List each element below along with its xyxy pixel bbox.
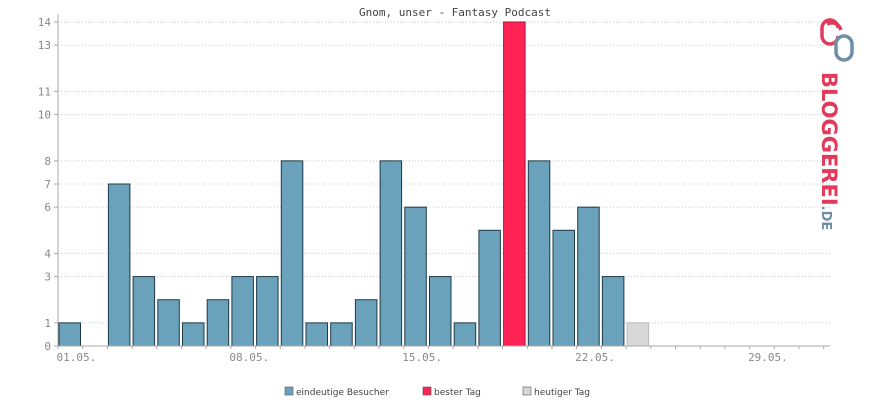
- bar: [552, 229, 575, 347]
- legend-swatch: [522, 386, 532, 396]
- legend-swatch: [284, 386, 294, 396]
- bar: [379, 160, 403, 347]
- x-tick-label: 22.05.: [575, 351, 615, 364]
- bar: [577, 206, 600, 347]
- bar: [478, 229, 501, 347]
- bloggerei-logo-suffix: .DE: [818, 206, 833, 231]
- chart-title: Gnom, unser - Fantasy Podcast: [359, 6, 551, 19]
- y-tick-label: 10: [38, 109, 51, 122]
- bar: [157, 299, 180, 347]
- bar: [280, 160, 304, 347]
- bar: [305, 322, 328, 347]
- bar-today: [626, 322, 650, 347]
- bar: [404, 206, 427, 347]
- y-tick-label: 3: [44, 271, 51, 284]
- bar: [107, 183, 131, 347]
- y-tick-label: 8: [44, 155, 51, 168]
- legend-label: heutiger Tag: [534, 388, 590, 398]
- y-tick-label: 11: [38, 85, 51, 98]
- legend-item: bester Tag: [422, 386, 481, 398]
- bar: [527, 160, 551, 347]
- y-tick-label: 6: [44, 201, 51, 214]
- bar: [256, 276, 279, 347]
- legend-item: eindeutige Besucher: [284, 386, 389, 398]
- y-tick-label: 14: [38, 16, 52, 29]
- bars: [58, 21, 650, 347]
- bar: [231, 276, 254, 347]
- x-tick-label: 15.05.: [402, 351, 442, 364]
- bar: [601, 276, 625, 347]
- y-tick-label: 0: [44, 340, 51, 353]
- bloggerei-logo-text: BLOGGEREI.DE: [817, 72, 841, 230]
- legend: eindeutige Besucher bester Tag heutiger Ta…: [284, 386, 590, 398]
- bar: [429, 276, 452, 347]
- bar: [182, 322, 205, 347]
- x-tick-label: 29.05.: [748, 351, 788, 364]
- y-tick-label: 13: [38, 39, 51, 52]
- bloggerei-logo-icon: [820, 18, 854, 62]
- legend-label: bester Tag: [434, 388, 481, 398]
- legend-item: heutiger Tag: [522, 386, 590, 398]
- bar: [132, 276, 156, 347]
- bar: [330, 322, 353, 347]
- legend-swatch: [422, 386, 432, 396]
- legend-label: eindeutige Besucher: [296, 388, 389, 398]
- x-tick-label: 08.05.: [229, 351, 269, 364]
- x-tick-label: 01.05.: [56, 351, 96, 364]
- y-tick-label: 1: [44, 317, 51, 330]
- bar: [58, 322, 81, 347]
- bloggerei-logo-name: BLOGGEREI: [817, 72, 841, 206]
- bar-best-day: [503, 21, 526, 347]
- bar: [354, 299, 378, 347]
- bar: [453, 322, 477, 347]
- bar: [206, 299, 230, 347]
- y-tick-label: 7: [44, 178, 51, 191]
- y-tick-label: 4: [44, 247, 51, 260]
- bloggerei-logo[interactable]: BLOGGEREI.DE: [817, 18, 854, 230]
